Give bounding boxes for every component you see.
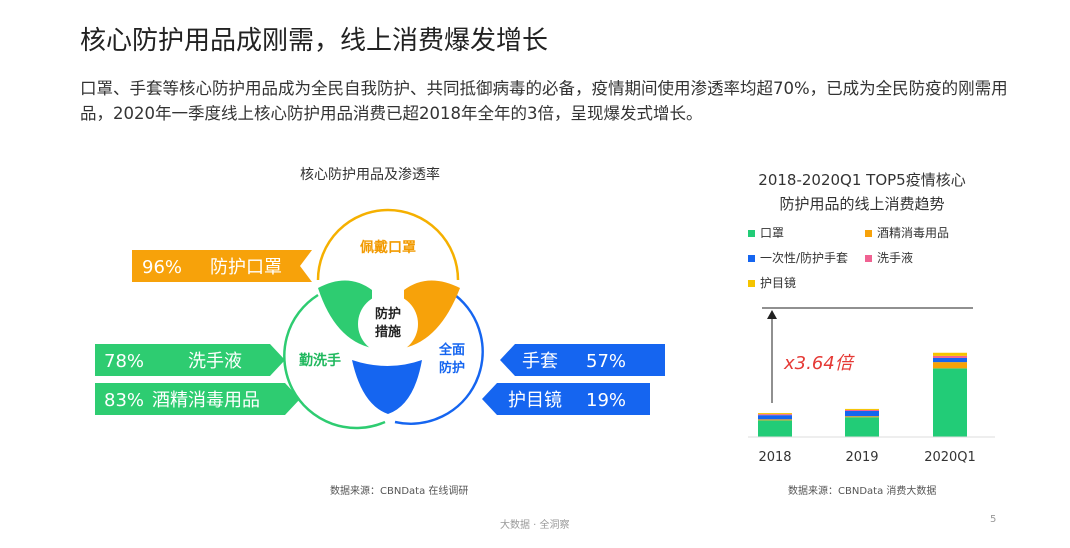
ring-arc-top xyxy=(316,208,460,281)
segment-label-right-1: 全面 xyxy=(438,342,465,358)
petal-blue xyxy=(352,360,422,414)
bar-segment xyxy=(933,368,967,437)
bar-segment xyxy=(933,352,967,356)
chart-title: 2018-2020Q1 TOP5疫情核心 防护用品的线上消费趋势 xyxy=(742,168,982,216)
bar-segment xyxy=(758,419,792,421)
legend-swatch xyxy=(748,230,755,237)
item-pct: 96% xyxy=(142,257,182,278)
growth-annotation: x3.64倍 xyxy=(783,353,855,374)
center-circle xyxy=(358,294,418,354)
legend-label: 口罩 xyxy=(760,226,784,240)
item-name: 护目镜 xyxy=(508,390,562,411)
category-label: 2019 xyxy=(845,450,878,465)
bar-segment xyxy=(933,362,967,369)
protection-infographic: 防护 措施 佩戴口罩 勤洗手 全面 防护 96% 防护口罩 78% 洗手液 83… xyxy=(95,208,665,430)
segment-label-right-2: 防护 xyxy=(439,360,465,376)
bar-segment xyxy=(758,413,792,415)
bar-segment xyxy=(845,411,879,417)
chart-title-line1: 2018-2020Q1 TOP5疫情核心 xyxy=(758,171,966,189)
page-number: 5 xyxy=(990,514,997,525)
left-source: 数据来源：CBNData 在线调研 xyxy=(330,486,469,497)
center-label-line1: 防护 xyxy=(375,306,401,322)
segment-label-left: 勤洗手 xyxy=(299,352,341,369)
item-pct: 19% xyxy=(586,390,626,411)
category-label: 2020Q1 xyxy=(924,450,976,465)
category-label: 2018 xyxy=(758,450,791,465)
chart-title-line2: 防护用品的线上消费趋势 xyxy=(779,195,945,213)
item-pct: 83% xyxy=(104,390,144,411)
bar-segment xyxy=(845,409,879,411)
legend-label: 酒精消毒用品 xyxy=(877,226,949,240)
legend-label: 护目镜 xyxy=(760,275,796,290)
item-name: 防护口罩 xyxy=(210,257,282,278)
chart-source: 数据来源：CBNData 消费大数据 xyxy=(788,486,937,497)
ring-arc-right xyxy=(394,294,484,425)
legend-swatch xyxy=(748,255,755,262)
bar-segment xyxy=(845,408,879,410)
legend-label: 一次性/防护手套 xyxy=(760,250,848,265)
growth-arrow-head xyxy=(767,310,777,319)
legend-swatch xyxy=(865,230,872,237)
bar-segment xyxy=(845,417,879,437)
legend-label: 洗手液 xyxy=(877,250,913,265)
petal-orange xyxy=(404,280,460,348)
legend-swatch xyxy=(865,255,872,262)
page-title: 核心防护用品成刚需，线上消费爆发增长 xyxy=(80,26,549,56)
item-banner-alcohol: 83% 酒精消毒用品 xyxy=(95,383,300,415)
bar-segment xyxy=(845,416,879,418)
item-banner-gloves: 手套 57% xyxy=(500,344,665,376)
item-name: 手套 xyxy=(522,351,558,372)
footer-text: 大数据 · 全洞察 xyxy=(500,520,570,531)
bar-segment xyxy=(758,420,792,437)
page-description: 口罩、手套等核心防护用品成为全民自我防护、共同抵御病毒的必备，疫情期间使用渗透率… xyxy=(80,79,1008,123)
ring-arc-left xyxy=(283,293,386,430)
petal-green xyxy=(318,280,372,348)
item-pct: 57% xyxy=(586,351,626,372)
item-banner-goggles: 护目镜 19% xyxy=(482,383,650,415)
bar-segment xyxy=(758,414,792,416)
bar-segment xyxy=(933,357,967,363)
left-chart-caption: 核心防护用品及渗透率 xyxy=(300,167,440,183)
center-label-line2: 措施 xyxy=(375,324,401,340)
segment-label-top: 佩戴口罩 xyxy=(360,239,416,256)
legend-swatch xyxy=(748,280,755,287)
item-banner-mask: 96% 防护口罩 xyxy=(132,250,312,282)
bar-segment xyxy=(758,415,792,420)
bar-segment xyxy=(933,355,967,358)
item-name: 酒精消毒用品 xyxy=(152,390,260,411)
item-name: 洗手液 xyxy=(188,351,242,372)
item-pct: 78% xyxy=(104,351,144,372)
item-banner-handwash: 78% 洗手液 xyxy=(95,344,285,376)
